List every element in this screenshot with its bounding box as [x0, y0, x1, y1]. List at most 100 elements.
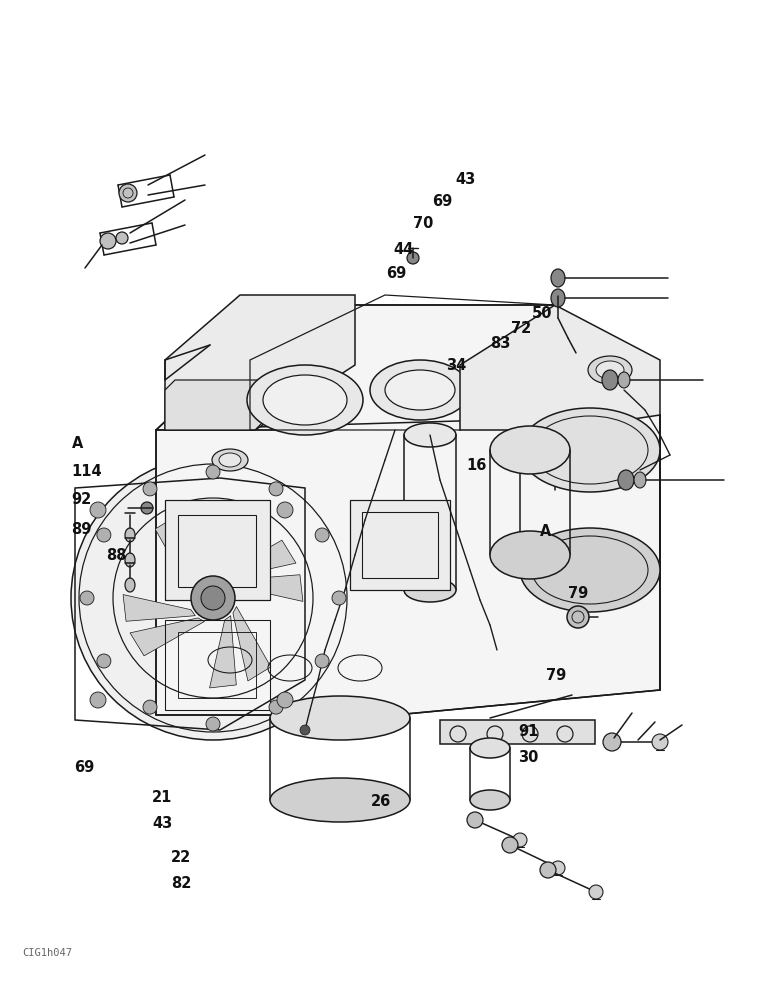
Bar — [178, 515, 256, 587]
Ellipse shape — [206, 465, 220, 479]
Polygon shape — [123, 595, 195, 621]
Bar — [165, 500, 270, 600]
Text: A: A — [540, 524, 551, 540]
Text: 34: 34 — [446, 358, 467, 372]
Text: 92: 92 — [71, 492, 92, 508]
Ellipse shape — [596, 361, 624, 379]
Ellipse shape — [385, 370, 455, 410]
Ellipse shape — [490, 426, 570, 474]
Ellipse shape — [603, 733, 621, 751]
Ellipse shape — [490, 531, 570, 579]
Ellipse shape — [404, 423, 456, 447]
Ellipse shape — [551, 289, 565, 307]
Ellipse shape — [520, 408, 660, 492]
Bar — [440, 720, 595, 744]
Ellipse shape — [90, 692, 106, 708]
Text: 43: 43 — [152, 816, 173, 831]
Ellipse shape — [97, 528, 111, 542]
Ellipse shape — [191, 576, 235, 620]
Ellipse shape — [370, 360, 470, 420]
Ellipse shape — [618, 470, 634, 490]
Ellipse shape — [201, 586, 225, 610]
Ellipse shape — [300, 725, 310, 735]
Text: 69: 69 — [386, 265, 407, 280]
Text: 79: 79 — [568, 586, 589, 601]
Text: 44: 44 — [394, 242, 414, 257]
Text: 83: 83 — [490, 336, 511, 351]
Ellipse shape — [206, 717, 220, 731]
Text: 69: 69 — [74, 761, 95, 776]
Text: 30: 30 — [518, 750, 539, 766]
Ellipse shape — [125, 553, 135, 567]
Ellipse shape — [540, 862, 556, 878]
Ellipse shape — [470, 790, 510, 810]
Text: 114: 114 — [71, 464, 102, 480]
Polygon shape — [190, 508, 217, 580]
Ellipse shape — [467, 812, 483, 828]
Ellipse shape — [80, 591, 94, 605]
Ellipse shape — [551, 861, 565, 875]
Text: A: A — [71, 436, 83, 452]
Bar — [165, 620, 270, 710]
Ellipse shape — [513, 833, 527, 847]
Text: 22: 22 — [171, 849, 192, 864]
Ellipse shape — [119, 184, 137, 202]
Text: CIG1h047: CIG1h047 — [22, 948, 72, 958]
Ellipse shape — [143, 482, 157, 496]
Text: 72: 72 — [511, 321, 531, 336]
Text: 50: 50 — [532, 306, 553, 320]
Ellipse shape — [520, 528, 660, 612]
Ellipse shape — [588, 356, 632, 384]
Text: 88: 88 — [106, 548, 127, 564]
Ellipse shape — [116, 232, 128, 244]
Text: 89: 89 — [71, 522, 92, 538]
Polygon shape — [210, 616, 236, 688]
Text: 70: 70 — [413, 217, 434, 232]
Ellipse shape — [270, 696, 410, 740]
Polygon shape — [130, 618, 204, 656]
Ellipse shape — [247, 365, 363, 435]
Bar — [362, 512, 438, 578]
Ellipse shape — [315, 528, 329, 542]
Polygon shape — [155, 515, 193, 589]
Ellipse shape — [332, 591, 346, 605]
Ellipse shape — [602, 370, 618, 390]
Ellipse shape — [263, 375, 347, 425]
Ellipse shape — [143, 700, 157, 714]
Polygon shape — [231, 575, 303, 601]
Ellipse shape — [567, 606, 589, 628]
Ellipse shape — [652, 734, 668, 750]
Text: 16: 16 — [467, 458, 487, 474]
Ellipse shape — [618, 372, 630, 388]
Text: 69: 69 — [432, 194, 452, 210]
Ellipse shape — [269, 482, 283, 496]
Text: 21: 21 — [152, 791, 173, 806]
Ellipse shape — [551, 269, 565, 287]
Polygon shape — [233, 607, 271, 681]
Bar — [350, 500, 450, 590]
Ellipse shape — [100, 233, 116, 249]
Ellipse shape — [589, 885, 603, 899]
Text: 82: 82 — [171, 876, 192, 890]
Bar — [178, 632, 256, 698]
Polygon shape — [460, 305, 660, 430]
Text: 91: 91 — [518, 724, 539, 740]
Ellipse shape — [269, 700, 283, 714]
Ellipse shape — [90, 502, 106, 518]
Ellipse shape — [277, 692, 293, 708]
Ellipse shape — [502, 837, 518, 853]
Ellipse shape — [125, 528, 135, 542]
Polygon shape — [222, 540, 296, 578]
Ellipse shape — [97, 654, 111, 668]
Ellipse shape — [212, 449, 248, 471]
Ellipse shape — [634, 472, 646, 488]
Ellipse shape — [315, 654, 329, 668]
Text: 43: 43 — [455, 172, 476, 187]
Text: 79: 79 — [546, 669, 566, 684]
Ellipse shape — [71, 456, 355, 740]
Ellipse shape — [404, 578, 456, 602]
Ellipse shape — [407, 252, 419, 264]
Ellipse shape — [141, 502, 153, 514]
Ellipse shape — [219, 453, 241, 467]
Ellipse shape — [470, 738, 510, 758]
